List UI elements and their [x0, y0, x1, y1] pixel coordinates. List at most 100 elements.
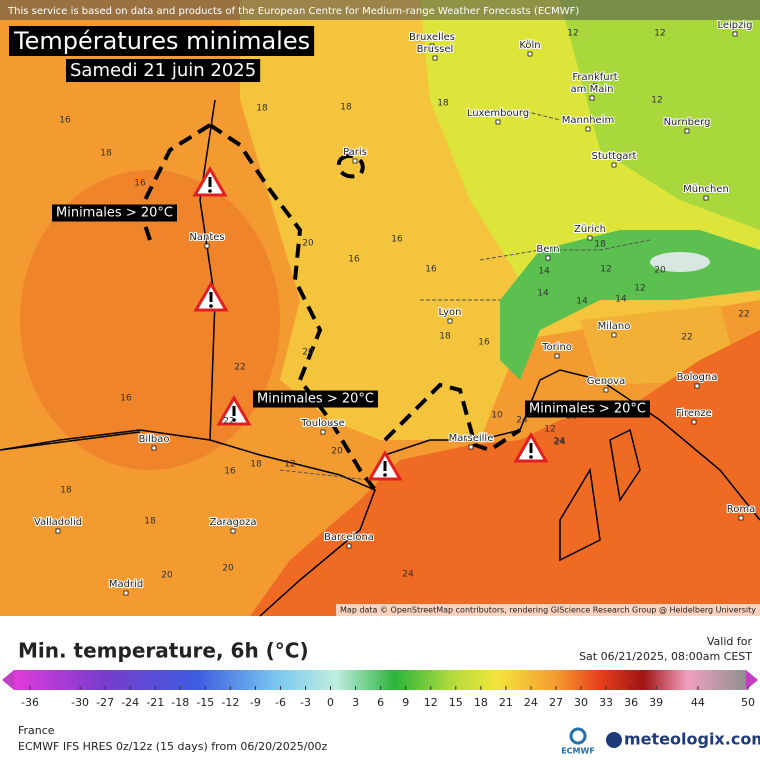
temperature-label: 20: [302, 348, 314, 358]
colorbar-tick-label: -27: [96, 696, 114, 709]
temperature-label: 22: [234, 363, 245, 373]
city-label: Lyon: [438, 307, 461, 318]
city-dot: [545, 255, 551, 261]
temperature-label: 14: [538, 267, 550, 277]
colorbar-tick-label: -21: [146, 696, 164, 709]
city-dot: [684, 128, 690, 134]
annotation-bg: [253, 390, 378, 408]
city-label: Milano: [598, 321, 631, 332]
city-dot: [151, 445, 157, 451]
colorbar-tick-label: -15: [196, 696, 214, 709]
temperature-label: 16: [425, 265, 437, 275]
city-label: Genova: [587, 376, 625, 387]
temperature-label: 12: [544, 425, 555, 435]
warning-icons: [192, 165, 549, 481]
city-label: Toulouse: [300, 418, 344, 429]
temperature-label: 20: [331, 447, 343, 457]
temperature-label: 16: [59, 116, 71, 126]
temperature-label: 18: [100, 149, 112, 159]
city-dot: [346, 543, 352, 549]
city-label: Nurnberg: [664, 117, 711, 128]
temperature-label: 16: [224, 467, 236, 477]
temperature-label: 14: [615, 295, 627, 305]
city-label: Köln: [519, 40, 540, 51]
annotation: Minimales > 20°C: [257, 392, 374, 407]
temperature-label: 24: [516, 416, 528, 426]
title: Températures minimales: [13, 27, 310, 55]
colorbar-tick-label: 24: [524, 696, 538, 709]
colorbar-tick-label: -6: [275, 696, 286, 709]
notice: This service is based on data and produc…: [7, 6, 579, 17]
temperature-label: 22: [223, 417, 234, 427]
temperature-label: 12: [284, 460, 295, 470]
city-label: Barcelona: [324, 532, 374, 543]
city-dot: [527, 51, 533, 57]
city-label: Stuttgart: [592, 151, 637, 162]
city-label: Luxembourg: [467, 108, 529, 119]
city-label: München: [683, 184, 729, 195]
temperature-label: 20: [654, 266, 666, 276]
city-label: Frankfurt: [572, 72, 617, 83]
temperature-label: 12: [634, 284, 645, 294]
city-label: am Main: [571, 84, 614, 95]
city-dot: [738, 515, 744, 521]
legend-title: Min. temperature, 6h (°C): [18, 639, 309, 663]
city-dot: [447, 318, 453, 324]
city-label: Marseille: [449, 433, 494, 444]
temperature-label: 14: [576, 297, 588, 307]
city-label: Zürich: [574, 224, 606, 235]
city-dot: [429, 43, 435, 49]
colorbar-tick-label: 15: [449, 696, 463, 709]
city-dot: [603, 387, 609, 393]
temperature-label: 20: [302, 239, 314, 249]
temperature-label: 24: [402, 570, 414, 580]
temperature-label: 16: [120, 394, 132, 404]
colorbar-tick-label: -30: [71, 696, 89, 709]
colorbar-tick-label: 39: [649, 696, 663, 709]
temperature-label: 18: [340, 103, 352, 113]
temperature-label: 20: [222, 564, 234, 574]
city-label: Bern: [536, 244, 559, 255]
city-label: Mannheim: [562, 115, 614, 126]
city-label: Bruxelles: [409, 32, 455, 43]
city-label: Brussel: [417, 44, 454, 55]
city-dot: [611, 332, 617, 338]
temperature-label: 12: [600, 265, 611, 275]
city-dot: [589, 95, 595, 101]
colorbar-tick-label: -3: [300, 696, 311, 709]
colorbar-tick-label: 44: [691, 696, 705, 709]
colorbar-tick-label: 36: [624, 696, 638, 709]
brand[interactable]: meteologix.com: [624, 730, 760, 749]
attribution: Map data © OpenStreetMap contributors, r…: [340, 606, 756, 615]
colorbar-tick-label: 27: [549, 696, 563, 709]
warning-zones: [137, 123, 522, 492]
temperature-label: 18: [250, 460, 262, 470]
footer: France ECMWF IFS HRES 0z/12z (15 days) f…: [18, 724, 760, 756]
city-label: Valladolid: [34, 517, 82, 528]
colorbar-tick-label: -12: [221, 696, 239, 709]
temperature-label: 24: [553, 437, 565, 447]
city-dot: [495, 119, 501, 125]
temperature-label: 16: [134, 179, 146, 189]
city-label: Torino: [541, 342, 572, 353]
city-label: Paris: [343, 147, 367, 158]
city-label: Zaragoza: [209, 517, 256, 528]
city-dot: [468, 444, 474, 450]
city-label: Firenze: [676, 408, 712, 419]
temperature-label: 22: [681, 333, 692, 343]
map: 16 18 18 16 20 12 12 12 12 12 14 14 16 16 18 20 22 22 20 16…: [0, 0, 760, 617]
model-info: ECMWF IFS HRES 0z/12z (15 days) from 06/…: [18, 740, 328, 753]
annotation-bg: [52, 204, 177, 222]
colorbar-tick-label: 0: [327, 696, 334, 709]
colorbar: [14, 670, 746, 690]
city-label: Madrid: [109, 579, 143, 590]
temperature-label: 18: [437, 99, 449, 109]
city-dot: [123, 590, 129, 596]
temperature-label: 16: [478, 338, 490, 348]
city-label: Leipzig: [717, 20, 752, 31]
temperature-label: 18: [144, 517, 156, 527]
city-dot: [320, 429, 326, 435]
colorbar-tick-label: 18: [474, 696, 488, 709]
colorbar-tick-label: 30: [574, 696, 588, 709]
